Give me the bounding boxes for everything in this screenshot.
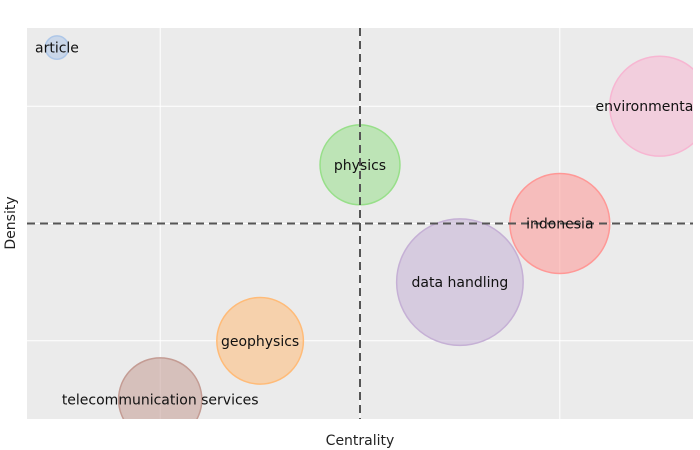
- x-axis-title: Centrality: [326, 433, 395, 449]
- bubble-6[interactable]: [117, 357, 203, 441]
- bubble-0[interactable]: [44, 35, 70, 60]
- bubble-4[interactable]: [395, 218, 524, 347]
- bubble-5[interactable]: [216, 296, 305, 385]
- bubble-label-2: physics: [334, 158, 386, 174]
- bubble-labels: article environmental ma physics indonesia d…: [35, 41, 700, 409]
- bubble-label-4: data handling: [412, 275, 509, 291]
- bubbles: [44, 35, 700, 441]
- bubble-label-3: indonesia: [526, 217, 593, 233]
- bubble-1[interactable]: [609, 55, 700, 157]
- bubble-label-6: telecommunication services: [62, 392, 259, 408]
- quadrant-lines: [27, 28, 693, 419]
- bubble-label-1: environmental ma: [596, 99, 700, 115]
- y-axis-title: Density: [3, 196, 19, 249]
- bubble-label-0: article: [35, 41, 79, 57]
- bubble-label-5: geophysics: [221, 334, 299, 350]
